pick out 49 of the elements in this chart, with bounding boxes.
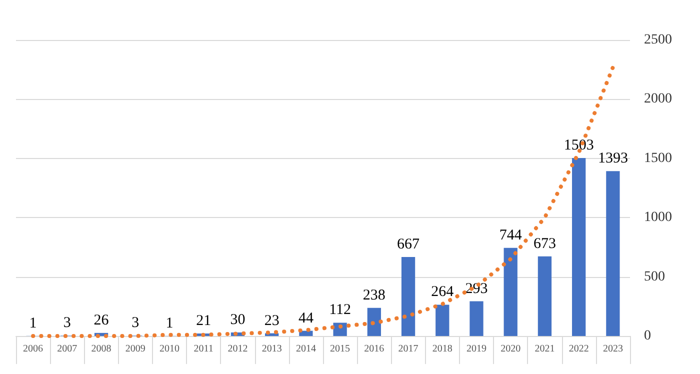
data-label: 667 bbox=[397, 236, 420, 253]
y-tick-label: 500 bbox=[644, 269, 665, 284]
x-tick-label: 2006 bbox=[23, 344, 44, 354]
x-tick-label: 2022 bbox=[568, 344, 589, 354]
x-tick-label: 2011 bbox=[194, 344, 214, 354]
x-tick-label: 2013 bbox=[262, 344, 282, 354]
data-label: 1393 bbox=[598, 150, 628, 167]
x-tick-label: 2009 bbox=[125, 344, 146, 354]
data-label: 3 bbox=[132, 315, 140, 332]
data-label: 744 bbox=[499, 227, 522, 244]
data-label: 23 bbox=[264, 312, 280, 329]
data-label: 44 bbox=[298, 310, 314, 326]
data-label: 3 bbox=[63, 315, 71, 332]
x-tick-label: 2017 bbox=[398, 344, 418, 354]
data-label: 1 bbox=[166, 315, 174, 332]
data-label: 26 bbox=[94, 312, 110, 328]
x-tick-label: 2019 bbox=[466, 344, 486, 354]
data-label: 1 bbox=[29, 315, 37, 332]
x-tick-label: 2008 bbox=[91, 344, 112, 354]
bar bbox=[367, 308, 381, 336]
x-tick-label: 2010 bbox=[160, 344, 180, 354]
x-tick-label: 2020 bbox=[500, 344, 521, 354]
data-label: 21 bbox=[196, 313, 212, 330]
y-tick-label: 1000 bbox=[644, 210, 672, 226]
x-tick-label: 2015 bbox=[330, 344, 350, 354]
data-label: 264 bbox=[431, 284, 454, 300]
x-tick-label: 2018 bbox=[432, 344, 452, 354]
x-tick-label: 2014 bbox=[296, 344, 316, 354]
data-label: 673 bbox=[533, 236, 556, 252]
bar bbox=[504, 248, 518, 336]
x-tick-label: 2007 bbox=[57, 344, 78, 354]
data-label: 112 bbox=[329, 302, 352, 318]
data-label: 30 bbox=[230, 312, 246, 328]
y-tick-label: 2000 bbox=[644, 92, 672, 107]
y-tick-label: 0 bbox=[644, 328, 651, 344]
x-tick-label: 2021 bbox=[534, 344, 555, 354]
bar bbox=[470, 301, 484, 336]
x-tick-label: 2023 bbox=[602, 344, 623, 354]
data-label: 1503 bbox=[564, 138, 594, 154]
bar bbox=[606, 171, 620, 336]
bar bbox=[401, 257, 416, 336]
bar bbox=[436, 304, 450, 336]
bar bbox=[538, 256, 552, 336]
y-tick-label: 1500 bbox=[644, 150, 672, 166]
bar bbox=[572, 158, 586, 336]
y-tick-label: 2500 bbox=[644, 32, 672, 48]
data-label: 238 bbox=[362, 287, 386, 304]
x-tick-label: 2012 bbox=[228, 344, 248, 354]
x-tick-label: 2016 bbox=[364, 344, 384, 354]
